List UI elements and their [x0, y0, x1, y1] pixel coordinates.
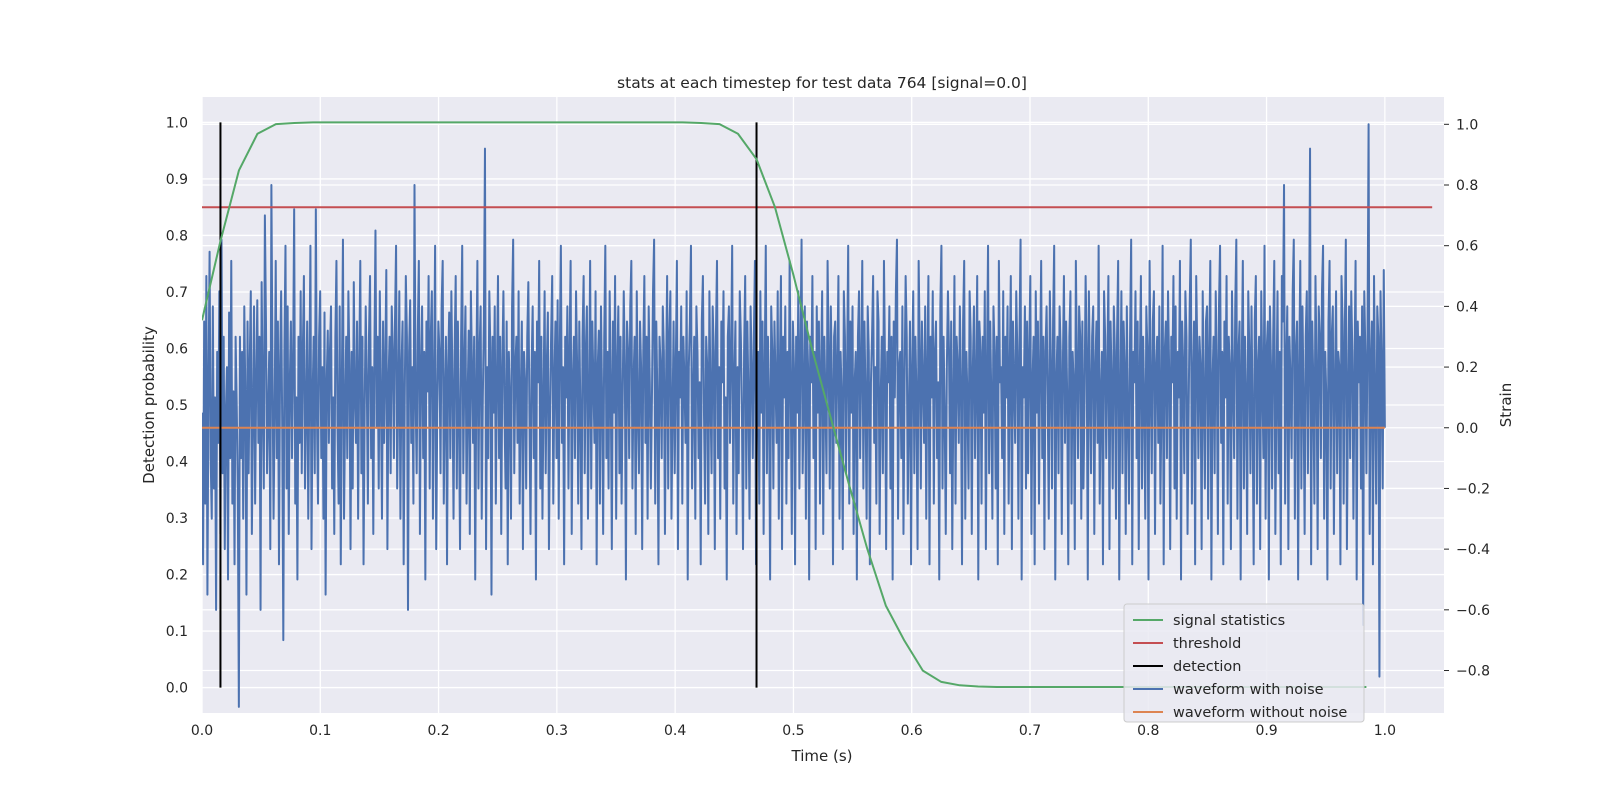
x-axis-label: Time (s) — [791, 747, 853, 765]
y-left-tick-label: 1.0 — [166, 115, 188, 131]
y-right-tick-label: −0.6 — [1456, 603, 1490, 619]
y-right-tick-label: 0.6 — [1456, 239, 1478, 255]
y-right-tick-label: 0.4 — [1456, 299, 1478, 315]
x-tick-label: 0.7 — [1019, 723, 1041, 739]
x-tick-label: 0.2 — [427, 723, 449, 739]
y-left-tick-label: 0.2 — [166, 568, 188, 584]
y-left-tick-label: 0.9 — [166, 172, 188, 188]
x-tick-label: 1.0 — [1374, 723, 1396, 739]
y-right-tick-label: 0.0 — [1456, 421, 1478, 437]
legend-label: waveform with noise — [1173, 682, 1324, 698]
y-left-tick-label: 0.8 — [166, 228, 188, 244]
y-right-tick-label: −0.2 — [1456, 481, 1490, 497]
y-right-tick-labels: −0.8 −0.6 −0.4 −0.2 0.0 0.2 0.4 0.6 0.8 1.0 — [1444, 117, 1490, 680]
y-left-tick-label: 0.5 — [166, 398, 188, 414]
series-waveform-with-noise — [202, 123, 1386, 708]
y-left-tick-label: 0.0 — [166, 681, 188, 697]
y-left-tick-label: 0.4 — [166, 455, 188, 471]
x-tick-label: 0.9 — [1255, 723, 1277, 739]
y-right-tick-label: 0.8 — [1456, 178, 1478, 194]
y-left-tick-label: 0.7 — [166, 285, 188, 301]
x-tick-label: 0.6 — [901, 723, 923, 739]
y-left-tick-labels: 0.0 0.1 0.2 0.3 0.4 0.5 0.6 0.7 0.8 0.9 1.0 — [166, 115, 188, 696]
y-axis-label-right: Strain — [1497, 383, 1515, 427]
x-tick-label: 0.3 — [546, 723, 568, 739]
y-left-tick-label: 0.1 — [166, 624, 188, 640]
y-right-tick-label: 1.0 — [1456, 117, 1478, 133]
legend-label: threshold — [1173, 636, 1241, 652]
x-tick-label: 0.5 — [782, 723, 804, 739]
y-left-tick-label: 0.6 — [166, 341, 188, 357]
x-tick-label: 0.4 — [664, 723, 686, 739]
x-tick-label: 0.1 — [309, 723, 331, 739]
x-tick-label: 0.0 — [191, 723, 213, 739]
x-tick-labels: 0.0 0.1 0.2 0.3 0.4 0.5 0.6 0.7 0.8 0.9 1.0 — [191, 723, 1396, 739]
y-right-tick-label: 0.2 — [1456, 360, 1478, 376]
y-right-tick-label: −0.4 — [1456, 542, 1490, 558]
y-left-tick-label: 0.3 — [166, 511, 188, 527]
legend: signal statistics threshold detection wavef… — [1123, 603, 1365, 723]
legend-label: waveform without noise — [1173, 705, 1347, 721]
y-right-tick-label: −0.8 — [1456, 664, 1490, 680]
legend-label: signal statistics — [1173, 613, 1285, 629]
x-tick-label: 0.8 — [1137, 723, 1159, 739]
legend-box — [1123, 603, 1365, 723]
legend-label: detection — [1173, 659, 1241, 675]
y-axis-label-left: Detection probability — [140, 326, 158, 484]
chart-title: stats at each timestep for test data 764… — [617, 74, 1027, 92]
